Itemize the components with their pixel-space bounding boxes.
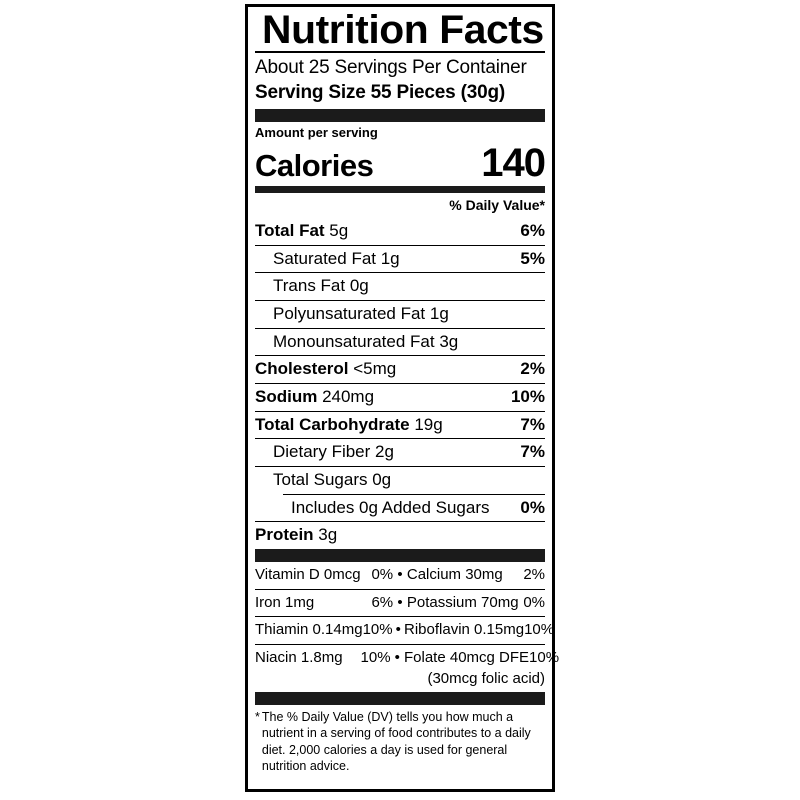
nutrient-daily-value: 10% [510,386,545,406]
nutrient-divider [255,327,545,329]
nutrient-list: Total Fat 5g 6% Saturated Fat 1g 5% Trans Fa… [255,218,545,549]
vitamin-daily-value: 0% [523,593,545,611]
nutrient-row: Total Fat 5g 6% [255,218,545,245]
nutrient-row: Saturated Fat 1g 5% [255,246,545,273]
daily-value-header: % Daily Value* [449,196,545,213]
vitamin-name: Vitamin D 0mcg [255,566,361,584]
nutrient-divider [255,521,545,523]
serving-separator-bar [255,109,545,123]
footnote-marker: * [255,709,260,724]
vitamin-divider [255,616,545,618]
vitamin-daily-value: 10% [362,621,393,639]
vitamin-cell-left: Niacin 1.8mg 10% [255,648,391,667]
vitamin-cell-left: Vitamin D 0mcg 0% [255,567,393,584]
vitamin-name: Riboflavin 0.15mg [404,621,525,639]
panel-title: Nutrition Facts [262,8,544,52]
vitamin-cell-left: Thiamin 0.14mg 10% [255,622,393,639]
vitamin-daily-value: 10% [524,621,555,639]
vitamin-daily-value: 2% [523,566,545,584]
vitamin-daily-value: 10% [529,648,560,666]
nutrient-row: Dietary Fiber 2g 7% [255,439,545,466]
nutrient-divider [255,244,545,246]
nutrient-divider [255,299,545,301]
vitamin-name: Thiamin 0.14mg [255,621,363,639]
nutrient-divider [255,410,545,412]
daily-value-footnote: * The % Daily Value (DV) tells you how m… [255,705,545,775]
vitamin-cell-right: Riboflavin 0.15mg 10% [404,621,554,639]
amount-per-serving-label: Amount per serving [255,125,378,141]
nutrient-row: Sodium 240mg 10% [255,384,545,411]
bullet-separator-icon: • [395,621,401,639]
nutrient-divider [255,272,545,274]
nutrient-daily-value: 7% [520,414,545,434]
vitamin-cell-right: Potassium 70mg 0% [406,593,545,612]
vitamin-name: Potassium 70mg [406,593,519,611]
nutrient-daily-value: 2% [520,359,545,379]
nutrient-row: Total Sugars 0g [255,467,545,494]
servings-per-container: About 25 Servings Per Container [255,57,527,79]
vitamin-divider [255,588,545,590]
nutrient-row: Cholesterol <5mg 2% [255,356,545,383]
nutrient-daily-value: 7% [520,442,545,462]
nutrient-row: Polyunsaturated Fat 1g [255,301,545,328]
nutrient-name: Sodium 240mg [255,386,375,406]
nutrient-row: Total Carbohydrate 19g 7% [255,412,545,439]
vitamin-row: Niacin 1.8mg 10% • Folate 40mcg DFE 10% [255,645,559,672]
nutrient-name: Polyunsaturated Fat 1g [273,303,449,323]
vitamin-name: Folate 40mcg DFE [404,648,530,666]
nutrient-row: Protein 3g [255,522,545,549]
nutrient-name: Saturated Fat 1g [273,248,400,268]
vitamin-row: Thiamin 0.14mg 10% • Riboflavin 0.15mg 10% [255,617,554,644]
vitamin-cell-left: Iron 1mg 6% [255,593,394,612]
nutrient-name: Total Fat 5g [255,220,349,240]
nutrient-divider [255,438,545,440]
serving-size: Serving Size 55 Pieces (30g) [255,81,505,103]
nutrient-name: Total Carbohydrate 19g [255,414,443,434]
vitamin-row: Iron 1mg 6% • Potassium 70mg 0% [255,590,545,617]
bullet-separator-icon: • [397,593,403,611]
bullet-separator-icon: • [397,566,403,584]
nutrition-facts-panel: Nutrition Facts About 25 Servings Per Co… [245,4,559,792]
nutrient-row: Monounsaturated Fat 3g [255,329,545,356]
nutrient-name: Total Sugars 0g [273,470,392,490]
nutrient-name: Includes 0g Added Sugars [291,497,490,517]
vitamin-cell-right: Folate 40mcg DFE 10% [404,648,559,667]
nutrient-divider [255,355,545,357]
calories-separator-bar [255,185,545,193]
footnote-text: The % Daily Value (DV) tells you how muc… [261,709,531,774]
title-divider [255,51,545,54]
nutrient-name: Monounsaturated Fat 3g [273,331,459,351]
vitamin-name: Calcium 30mg [406,566,503,584]
calories-row: Calories 140 [255,141,546,186]
calories-label: Calories [255,148,374,184]
nutrient-daily-value: 6% [520,220,545,240]
vitamin-name: Iron 1mg [255,593,315,611]
vitamins-separator-bar [255,549,545,563]
vitamin-daily-value: 0% [371,566,394,584]
nutrient-name: Cholesterol <5mg [255,359,397,379]
vitamin-divider [255,643,545,645]
vitamin-list: Vitamin D 0mcg 0% • Calcium 30mg 2% Iron 1mg 6… [255,562,559,672]
calories-value: 140 [481,141,546,186]
nutrient-name: Dietary Fiber 2g [273,442,394,462]
nutrient-daily-value: 5% [520,248,545,268]
nutrient-name: Trans Fat 0g [273,276,369,296]
vitamin-daily-value: 6% [371,593,394,611]
vitamin-row: Vitamin D 0mcg 0% • Calcium 30mg 2% [255,562,545,589]
folate-subnote: (30mcg folic acid) [427,670,545,688]
vitamin-daily-value: 10% [360,648,391,666]
nutrient-daily-value: 0% [520,497,545,517]
nutrient-divider [255,466,545,468]
nutrient-row: Trans Fat 0g [255,273,545,300]
nutrient-row: Includes 0g Added Sugars 0% [255,495,545,522]
footnote-separator-bar [255,691,545,705]
nutrient-divider [255,382,545,384]
nutrient-name: Protein 3g [255,525,338,545]
bullet-separator-icon: • [394,648,400,666]
vitamin-name: Niacin 1.8mg [255,648,343,666]
vitamin-cell-right: Calcium 30mg 2% [407,567,545,584]
nutrient-divider [283,493,545,495]
